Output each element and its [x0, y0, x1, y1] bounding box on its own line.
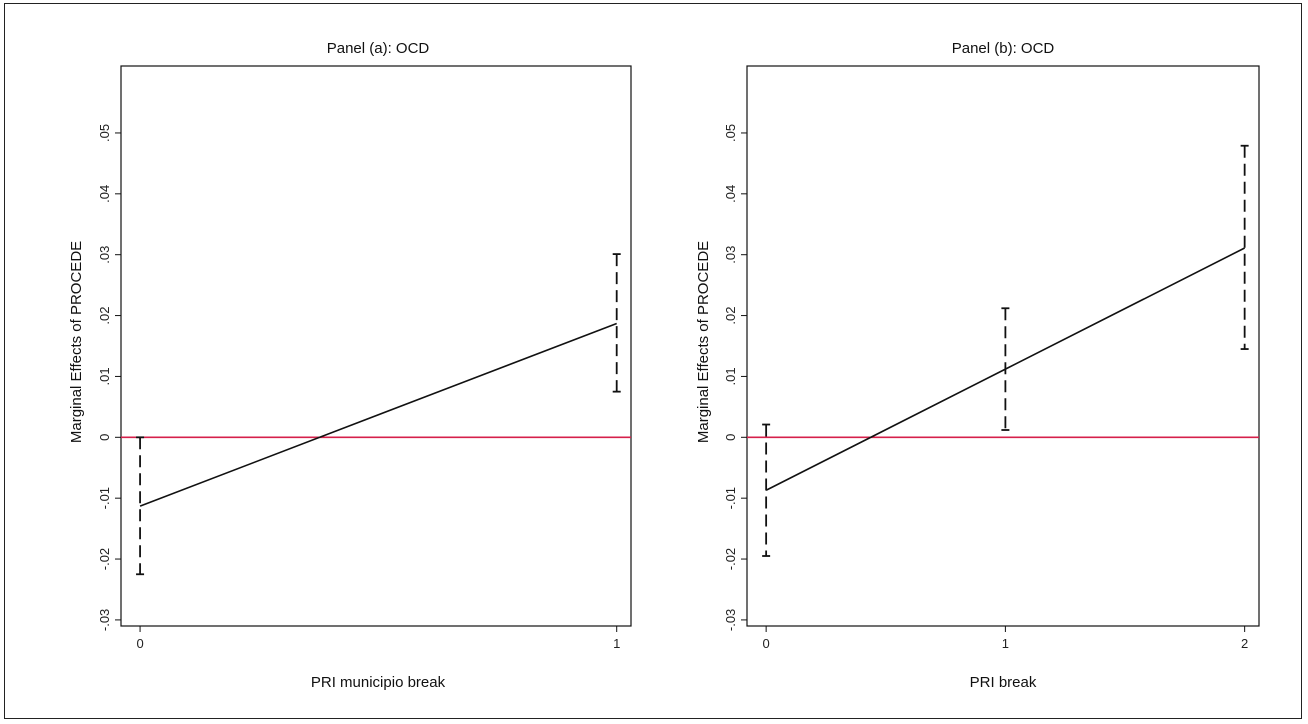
panel-a-y-axis-label: Marginal Effects of PROCEDE	[68, 241, 85, 443]
panel-b-x-tick-label: 1	[1002, 636, 1009, 651]
panel-a-y-tick-label: .01	[97, 367, 112, 385]
panel-b-y-tick-label: .02	[723, 307, 738, 325]
panel-b-y-tick-label: .04	[723, 185, 738, 203]
panel-b-x-tick-label: 2	[1241, 636, 1248, 651]
figure-frame	[4, 3, 1302, 719]
panel-a-y-tick-label: .03	[97, 246, 112, 264]
panel-b-y-axis-label: Marginal Effects of PROCEDE	[695, 241, 712, 443]
panel-a-y-tick-label: -.03	[97, 609, 112, 631]
panel-a-y-tick-label: .04	[97, 185, 112, 203]
panel-b-y-tick-label: 0	[723, 434, 738, 441]
panel-b-y-tick-label: -.03	[723, 609, 738, 631]
panel-a-marginal-effect-line	[139, 322, 617, 507]
panel-a-title: Panel (a): OCD	[327, 40, 430, 57]
panel-b-x-tick-label: 0	[763, 636, 770, 651]
panel-b-y-tick-label: -.02	[723, 548, 738, 570]
panel-a-y-tick-label: 0	[97, 434, 112, 441]
panel-a-plot-area	[120, 65, 632, 627]
panel-b-x-axis-label: PRI break	[970, 674, 1037, 691]
panel-a-y-tick-label: .02	[97, 307, 112, 325]
panel-a-y-tick-label: -.02	[97, 548, 112, 570]
panel-a-x-axis-label: PRI municipio break	[311, 674, 446, 691]
panel-a-y-tick-label: -.01	[97, 487, 112, 509]
panel-b: Panel (b): OCD PRI break Marginal Effect…	[695, 40, 1260, 691]
panel-b-y-tick-label: .01	[723, 367, 738, 385]
panel-b-plot-area	[746, 65, 1260, 627]
panel-b-y-tick-label: .05	[723, 124, 738, 142]
panel-b-y-tick-label: -.01	[723, 487, 738, 509]
panel-b-title: Panel (b): OCD	[952, 40, 1055, 57]
panel-a: Panel (a): OCD PRI municipio break Margi…	[68, 40, 632, 691]
panel-b-y-tick-label: .03	[723, 246, 738, 264]
panel-a-x-tick-label: 1	[613, 636, 620, 651]
panel-a-x-tick-label: 0	[136, 636, 143, 651]
panel-a-y-tick-label: .05	[97, 124, 112, 142]
